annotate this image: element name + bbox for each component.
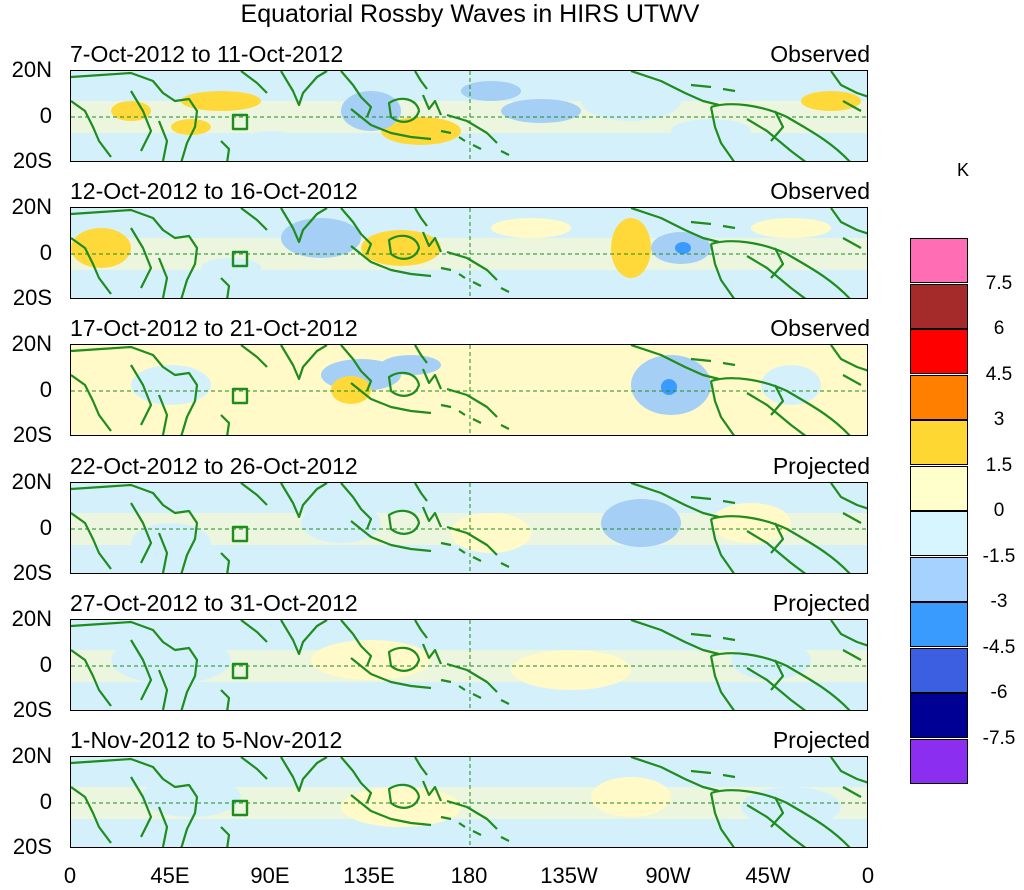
- lon-label: 45E: [150, 863, 190, 888]
- lat-label: 0: [39, 789, 52, 814]
- lat-label: 20N: [11, 331, 52, 357]
- anomaly-map: [70, 618, 868, 711]
- lon-label: 180: [450, 863, 488, 888]
- panel-type-label: Observed: [770, 315, 870, 342]
- lat-label: 0: [39, 377, 52, 403]
- panel-date-range: 7-Oct-2012 to 11-Oct-2012: [70, 41, 344, 67]
- panel-date-range: 27-Oct-2012 to 31-Oct-2012: [70, 589, 358, 616]
- anomaly-map: [70, 70, 868, 162]
- colorbar-label: -1.5: [982, 545, 1016, 567]
- lat-label: 20N: [11, 743, 52, 768]
- colorbar-swatch: [910, 602, 968, 647]
- colorbar-label: 0: [993, 500, 1005, 521]
- panel-date-range: 17-Oct-2012 to 21-Oct-2012: [70, 315, 358, 342]
- lon-label: 0: [861, 863, 875, 888]
- figure-title: Equatorial Rossby Waves in HIRS UTWV: [240, 0, 700, 28]
- panel-type-label: Observed: [770, 178, 870, 205]
- panel-type-label: Observed: [770, 41, 870, 67]
- anomaly-map: [70, 207, 868, 300]
- lat-label: 20S: [12, 285, 52, 311]
- lat-label: 0: [39, 651, 52, 677]
- colorbar-label: -6: [990, 682, 1008, 703]
- lat-label: 20N: [11, 605, 52, 631]
- colorbar-swatch: [910, 283, 968, 329]
- lat-label: 20N: [11, 57, 52, 82]
- lat-label: 20S: [12, 696, 52, 722]
- lat-label: 20S: [12, 422, 52, 448]
- colorbar-swatch: [910, 329, 968, 374]
- lon-label: 0: [63, 863, 77, 888]
- colorbar-label: -3: [990, 591, 1008, 612]
- lon-label: 45W: [745, 863, 791, 888]
- anomaly-map: [70, 344, 868, 437]
- panel-type-label: Projected: [772, 727, 870, 753]
- panel-date-range: 22-Oct-2012 to 26-Oct-2012: [70, 452, 358, 479]
- colorbar-swatch: [910, 465, 968, 511]
- lat-label: 0: [39, 103, 52, 128]
- colorbar-swatch: [910, 556, 968, 602]
- colorbar-label: 4.5: [985, 363, 1013, 385]
- colorbar-label: -4.5: [982, 636, 1016, 658]
- colorbar-label: 1.5: [985, 454, 1013, 476]
- lon-label: 90E: [250, 863, 290, 888]
- colorbar-unit: K: [957, 160, 970, 180]
- lat-label: 0: [39, 514, 52, 540]
- lat-label: 20S: [12, 559, 52, 585]
- lon-label: 135W: [540, 863, 598, 888]
- lat-label: 20N: [11, 194, 52, 220]
- colorbar-swatch: [910, 238, 968, 283]
- anomaly-map: [70, 481, 868, 574]
- colorbar-label: 6: [993, 318, 1005, 339]
- colorbar-swatch: [910, 647, 968, 693]
- colorbar-label: -7.5: [982, 727, 1016, 749]
- panel-type-label: Projected: [772, 452, 870, 479]
- panel-date-range: 12-Oct-2012 to 16-Oct-2012: [70, 178, 358, 205]
- colorbar-swatch: [910, 420, 968, 465]
- colorbar-swatch: [910, 511, 968, 556]
- lat-label: 20S: [12, 834, 52, 859]
- panel-type-label: Projected: [772, 589, 870, 616]
- lon-label: 135E: [343, 863, 395, 888]
- colorbar-label: 7.5: [985, 272, 1013, 294]
- lat-label: 20S: [12, 148, 52, 173]
- panel-date-range: 1-Nov-2012 to 5-Nov-2012: [70, 727, 343, 753]
- lat-label: 20N: [11, 468, 52, 494]
- colorbar-swatch: [910, 374, 968, 420]
- lat-label: 0: [39, 240, 52, 266]
- colorbar-label: 3: [993, 409, 1005, 430]
- lon-label: 90W: [645, 863, 691, 888]
- anomaly-map: [70, 756, 868, 848]
- colorbar-swatch: [910, 693, 968, 738]
- colorbar-swatch: [910, 738, 968, 784]
